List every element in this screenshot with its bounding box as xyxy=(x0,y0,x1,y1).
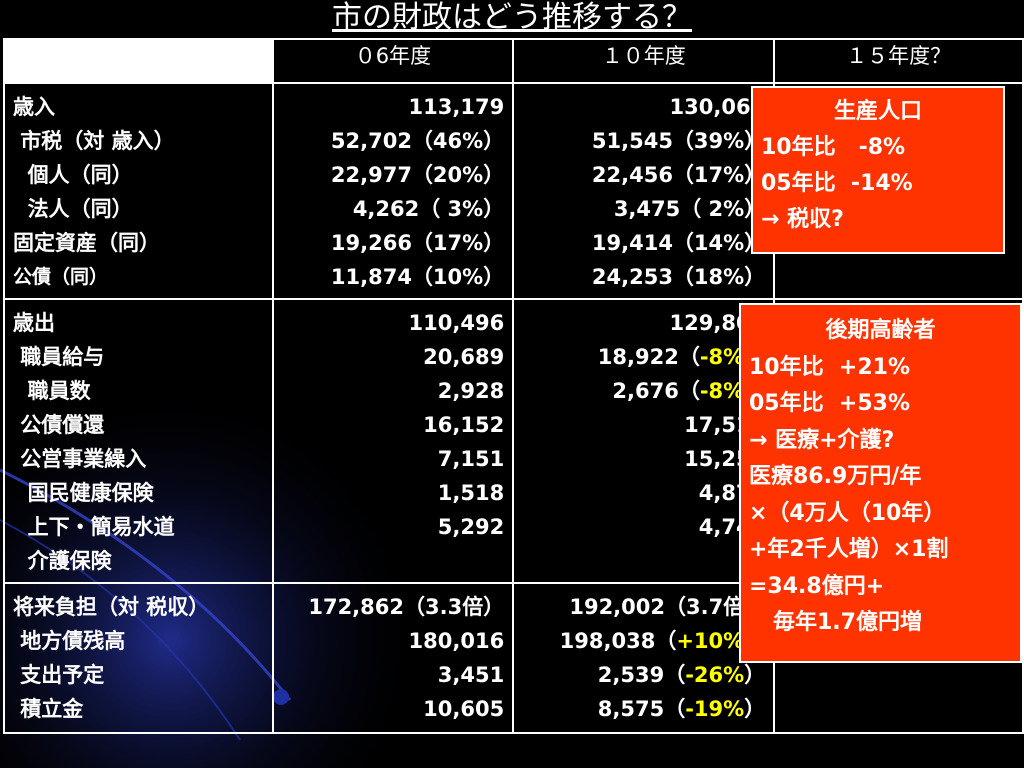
change-highlight: +10% xyxy=(676,629,745,653)
revenue-2006-value: 22,977（20%） xyxy=(330,163,505,187)
expenditure-2010-value: 17,518 xyxy=(522,408,765,442)
revenue-label: 固定資産（同） xyxy=(13,231,160,255)
callout-line: 05年比 +53% xyxy=(749,391,911,416)
callout-title: 生産人口 xyxy=(833,99,922,124)
future-2010: 192,002（3.7倍） 198,038（+10%） 2,539（-26%） … xyxy=(512,582,776,734)
value-text: 8,575（ xyxy=(597,697,686,721)
callout-line: → 税収? xyxy=(761,207,844,232)
revenue-2010: 130,064 51,545（39%） 22,456（17%） 3,475（ 2… xyxy=(512,82,776,300)
header-2015: １５年度？ xyxy=(773,38,1024,84)
expenditure-2010: 129,807 18,922（-8%） 2,676（-8%） 17,518 15… xyxy=(512,298,776,584)
revenue-label: 法人（同） xyxy=(13,197,133,221)
revenue-2010-value: 51,545（39%） xyxy=(591,129,766,153)
change-highlight: -8% xyxy=(699,379,745,403)
expenditure-2010-value: 18,922（-8%） xyxy=(522,340,765,374)
callout-line: 医療86.9万円/年 xyxy=(749,464,922,489)
header-row: ０6年度 １０年度 １５年度？ xyxy=(3,38,1024,84)
future-label: 地方債残高 xyxy=(13,629,126,653)
elderly-callout: 後期高齢者 10年比 +21% 05年比 +53% → 医療+介護? 医療86.… xyxy=(739,303,1022,663)
revenue-2010-value: 19,414（14%） xyxy=(591,231,766,255)
expenditure-2010-value: 4,872 xyxy=(522,476,765,510)
expenditure-2006-value: 2,928 xyxy=(437,379,505,403)
future-label: 積立金 xyxy=(13,697,84,721)
value-text: 2,676（ xyxy=(612,379,700,403)
header-blank-cell xyxy=(3,38,274,84)
expenditure-label: 介護保険 xyxy=(13,549,112,573)
value-text: 192,002（3.7倍） xyxy=(569,595,766,619)
expenditure-label: 国民健康保険 xyxy=(13,481,154,505)
future-2010-value: 198,038（+10%） xyxy=(522,624,766,658)
header-2006: ０6年度 xyxy=(271,38,515,84)
future-2010-value: 8,575（-19%） xyxy=(522,692,765,726)
expenditure-2010-value: 4,745 xyxy=(522,510,765,544)
revenue-label: 市税（対 歳入） xyxy=(13,129,175,153)
callout-title: 後期高齢者 xyxy=(825,318,936,343)
change-highlight: -26% xyxy=(685,663,745,687)
expenditure-2006-value: 110,496 xyxy=(408,311,505,335)
expenditure-2010-value: 2,676（-8%） xyxy=(522,374,765,408)
callout-line: 05年比 -14% xyxy=(761,171,913,196)
change-highlight: -19% xyxy=(685,697,745,721)
callout-line: 10年比 +21% xyxy=(749,354,911,380)
header-2010: １０年度 xyxy=(512,38,776,84)
future-2010-value: 192,002（3.7倍） xyxy=(522,590,765,624)
revenue-2006-value: 113,179 xyxy=(408,95,505,119)
value-text: 198,038（ xyxy=(559,629,677,653)
expenditure-2010-value: 129,807 xyxy=(522,306,766,340)
future-2006-value: 172,862（3.3倍） xyxy=(308,595,505,619)
expenditure-label: 公債償還 xyxy=(13,413,105,437)
future-label: 将来負担（対 税収） xyxy=(13,595,210,619)
value-suffix: ） xyxy=(744,697,766,721)
future-burden-section: 将来負担（対 税収） 地方債残高 支出予定 積立金 172,862（3.3倍） … xyxy=(3,582,1024,734)
future-labels: 将来負担（対 税収） 地方債残高 支出予定 積立金 xyxy=(3,582,274,734)
expenditure-label: 上下・簡易水道 xyxy=(13,515,175,539)
callout-line: → 医療+介護? xyxy=(749,427,895,453)
callout-line: 10年比 -8% xyxy=(761,135,906,160)
revenue-label: 個人（同） xyxy=(13,163,133,187)
revenue-2006-value: 19,266（17%） xyxy=(330,231,505,255)
callout-line: =34.8億円+ xyxy=(749,573,885,599)
future-2010-value: 2,539（-26%） xyxy=(522,658,765,692)
revenue-2006-value: 4,262（ 3%） xyxy=(352,197,505,221)
expenditure-2010-value: 15,255 xyxy=(522,442,765,476)
future-2006: 172,862（3.3倍） 180,016 3,451 10,605 xyxy=(271,582,515,734)
expenditure-label: 職員数 xyxy=(13,379,91,403)
expenditure-labels: 歳出 職員給与 職員数 公債償還 公営事業繰入 国民健康保険 上下・簡易水道 介… xyxy=(3,298,274,584)
expenditure-2006-value: 20,689 xyxy=(423,345,505,369)
revenue-2010-value: 3,475（ 2%） xyxy=(613,197,766,221)
expenditure-2006-value: 5,292 xyxy=(437,515,505,539)
expenditure-2006-value: 16,152 xyxy=(423,413,505,437)
callout-line: 毎年1.7億円増 xyxy=(773,610,922,635)
callout-line: +年2千人増）×1割 xyxy=(749,537,949,562)
revenue-2006-value: 11,874（10%） xyxy=(330,265,505,289)
revenue-labels: 歳入 市税（対 歳入） 個人（同） 法人（同） 固定資産（同） 公債（同） xyxy=(3,82,274,300)
revenue-2006-value: 52,702（46%） xyxy=(330,129,505,153)
future-2006-value: 3,451 xyxy=(437,663,505,687)
expenditure-2006-value: 7,151 xyxy=(437,447,505,471)
expenditure-label: 職員給与 xyxy=(13,345,105,369)
revenue-2010-value: 22,456（17%） xyxy=(591,163,766,187)
revenue-label: 公債（同） xyxy=(13,266,109,288)
revenue-label: 歳入 xyxy=(13,95,55,119)
expenditure-2006-value xyxy=(282,544,504,578)
expenditure-2006-value: 1,518 xyxy=(437,481,505,505)
expenditure-label: 歳出 xyxy=(13,311,55,335)
callout-line: ×（4万人（10年） xyxy=(749,500,946,526)
change-highlight: -8% xyxy=(699,345,745,369)
future-label: 支出予定 xyxy=(13,663,105,687)
page-title: 市の財政はどう推移する？ xyxy=(332,0,692,35)
revenue-2006: 113,179 52,702（46%） 22,977（20%） 4,262（ 3… xyxy=(271,82,515,300)
expenditure-2010-value xyxy=(522,544,765,578)
revenue-2010-value: 24,253（18%） xyxy=(591,265,766,289)
production-population-callout: 生産人口 10年比 -8% 05年比 -14% → 税収? xyxy=(751,86,1005,254)
value-text: 18,922（ xyxy=(597,345,700,369)
expenditure-2006: 110,496 20,689 2,928 16,152 7,151 1,518 … xyxy=(271,298,515,584)
value-text: 2,539（ xyxy=(597,663,686,687)
revenue-2010-value: 130,064 xyxy=(669,95,766,119)
future-2006-value: 180,016 xyxy=(408,629,505,653)
value-suffix: ） xyxy=(744,663,766,687)
future-2006-value: 10,605 xyxy=(423,697,505,721)
expenditure-label: 公営事業繰入 xyxy=(13,447,147,471)
